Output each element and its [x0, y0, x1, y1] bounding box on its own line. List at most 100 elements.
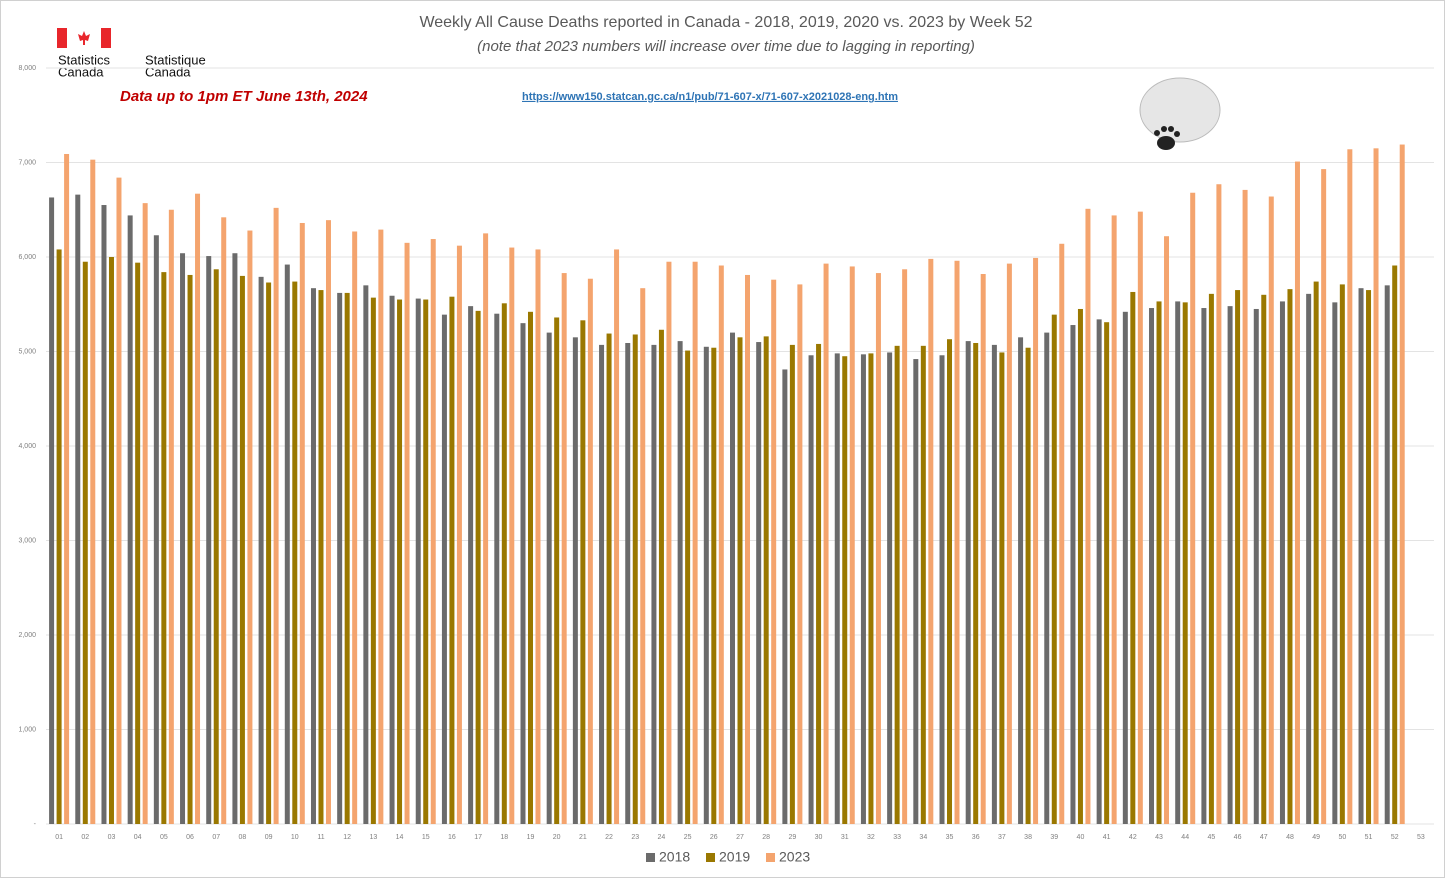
bar — [310, 288, 316, 824]
bar — [1025, 347, 1031, 824]
bar — [1321, 169, 1327, 825]
bar — [580, 320, 586, 824]
bar — [1059, 243, 1065, 824]
bar — [1111, 215, 1117, 825]
bar — [318, 290, 324, 824]
bar — [554, 317, 560, 824]
bar — [771, 279, 777, 824]
bar — [213, 269, 219, 824]
bar — [928, 258, 934, 824]
legend-label: 2018 — [659, 849, 690, 865]
x-tick-label: 16 — [448, 834, 456, 841]
logo-text: Canada — [145, 64, 191, 79]
bar — [1137, 211, 1143, 824]
bar — [763, 336, 769, 824]
bar — [389, 295, 395, 824]
bar — [475, 310, 481, 824]
bar — [718, 265, 724, 824]
bar — [1006, 263, 1012, 824]
bar — [1279, 301, 1285, 824]
bar — [1235, 290, 1241, 824]
y-tick-label: - — [34, 821, 37, 828]
bar — [325, 220, 331, 824]
y-tick-label: 4,000 — [18, 443, 36, 450]
x-tick-label: 36 — [972, 834, 980, 841]
x-tick-label: 47 — [1260, 834, 1268, 841]
bar — [1208, 293, 1214, 825]
x-tick-label: 02 — [81, 834, 89, 841]
x-tick-label: 26 — [710, 834, 718, 841]
legend-label: 2019 — [719, 849, 750, 865]
bar — [1077, 308, 1083, 825]
bar — [501, 303, 507, 824]
x-tick-label: 42 — [1129, 834, 1137, 841]
bar — [441, 314, 447, 824]
bar — [1253, 308, 1259, 825]
x-tick-label: 50 — [1338, 834, 1346, 841]
x-tick-label: 10 — [291, 834, 299, 841]
bar — [127, 215, 133, 825]
bar — [1033, 257, 1039, 824]
bar — [1044, 332, 1050, 824]
source-link[interactable]: https://www150.statcan.gc.ca/n1/pub/71-6… — [522, 91, 898, 103]
bar — [1122, 311, 1128, 824]
bar — [187, 274, 193, 825]
bar — [561, 273, 567, 824]
bar — [572, 337, 578, 824]
bar — [711, 347, 717, 824]
bar — [1399, 144, 1405, 825]
bar — [980, 274, 986, 824]
bar — [868, 353, 874, 824]
chart-title: Weekly All Cause Deaths reported in Cana… — [419, 14, 1032, 31]
x-tick-label: 12 — [343, 834, 351, 841]
bar — [625, 342, 631, 824]
x-tick-label: 38 — [1024, 834, 1032, 841]
bar — [692, 261, 698, 825]
bar — [135, 262, 141, 824]
bar — [1287, 289, 1293, 824]
x-tick-label: 46 — [1234, 834, 1242, 841]
bar — [378, 229, 384, 825]
bar — [954, 260, 960, 824]
bar — [397, 299, 403, 824]
bar — [1332, 302, 1338, 824]
x-tick-label: 13 — [369, 834, 377, 841]
x-tick-label: 23 — [631, 834, 639, 841]
bar — [991, 344, 997, 824]
bar — [56, 249, 62, 824]
bar — [1366, 290, 1372, 824]
x-tick-label: 24 — [658, 834, 666, 841]
x-tick-label: 03 — [108, 834, 116, 841]
y-tick-label: 5,000 — [18, 348, 36, 355]
bar — [640, 288, 646, 824]
bar — [965, 341, 971, 824]
bar — [730, 332, 735, 824]
bar — [1339, 284, 1345, 824]
bar — [894, 345, 900, 824]
y-tick-label: 8,000 — [18, 65, 36, 72]
bar — [1261, 294, 1267, 824]
bar — [849, 266, 855, 824]
bar — [1182, 302, 1188, 824]
x-tick-label: 48 — [1286, 834, 1294, 841]
x-tick-label: 39 — [1050, 834, 1058, 841]
legend-swatch — [706, 853, 715, 862]
x-tick-label: 43 — [1155, 834, 1163, 841]
bar — [520, 323, 526, 824]
bar — [404, 242, 410, 824]
x-tick-label: 44 — [1181, 834, 1189, 841]
bar — [947, 339, 953, 824]
logo-text: Statistique — [145, 52, 206, 67]
bar — [1164, 236, 1170, 824]
annotation: Data up to 1pm ET June 13th, 2024 — [120, 88, 368, 105]
bar — [1156, 301, 1162, 824]
bar — [1175, 301, 1181, 824]
bar — [999, 352, 1005, 824]
bar — [168, 209, 174, 824]
bar — [808, 355, 814, 824]
bar — [284, 264, 290, 824]
wolf-logo — [1139, 77, 1221, 150]
bar — [221, 217, 227, 824]
bar — [509, 247, 515, 825]
